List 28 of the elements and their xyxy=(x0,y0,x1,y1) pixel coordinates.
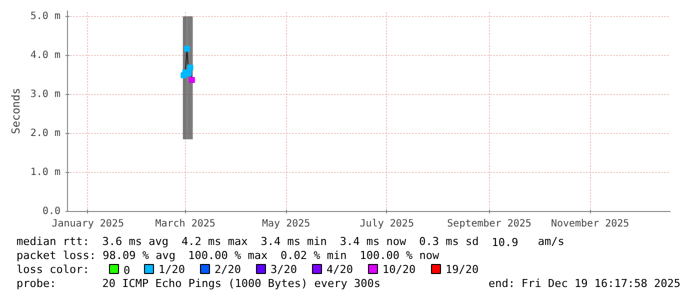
text: probe: 20 ICMP Echo Pings (1000 Bytes) every 300s xyxy=(16,277,380,290)
text: end: Fri Dec 19 16:17:58 2025 xyxy=(488,277,681,290)
y-tick-label: 4.0 m xyxy=(30,50,61,61)
legend-label: 1/20 xyxy=(158,263,185,276)
y-tick-label: 0.0 xyxy=(42,206,60,217)
x-tick-label: January 2025 xyxy=(52,218,124,230)
x-tick-label: March 2025 xyxy=(155,218,216,230)
legend-label: 0 xyxy=(124,264,130,277)
legend-label: 19/20 xyxy=(446,263,479,276)
point xyxy=(184,46,190,52)
y-tick-label: 2.0 m xyxy=(30,128,61,139)
point xyxy=(188,76,195,83)
legend-label: 4/20 xyxy=(326,263,353,276)
text: median rtt: 3.6 ms avg 4.2 ms max 3.4 ms min 3.4 ms now 0.3 ms sd 10.9 am/s xyxy=(16,235,564,249)
x-tick-label: May 2025 xyxy=(262,218,310,230)
y-axis-title: Seconds xyxy=(9,88,22,134)
x-tick-label: November 2025 xyxy=(550,218,630,230)
text: packet loss: 98.09 % avg 100.00 % max 0.02 % min 100.00 % now xyxy=(16,249,440,262)
x-tick-label: July 2025 xyxy=(360,218,414,230)
x-tick-label: September 2025 xyxy=(447,218,532,230)
y-tick-label: 3.0 m xyxy=(30,88,61,100)
legend-label: 3/20 xyxy=(270,263,297,276)
point xyxy=(187,64,194,70)
y-tick-label: 1.0 m xyxy=(30,166,61,178)
legend-title: loss color: xyxy=(16,263,90,276)
legend-label: 10/20 xyxy=(382,263,416,276)
y-tick-label: 5.0 m xyxy=(30,10,61,22)
legend-label: 2/20 xyxy=(214,263,241,276)
